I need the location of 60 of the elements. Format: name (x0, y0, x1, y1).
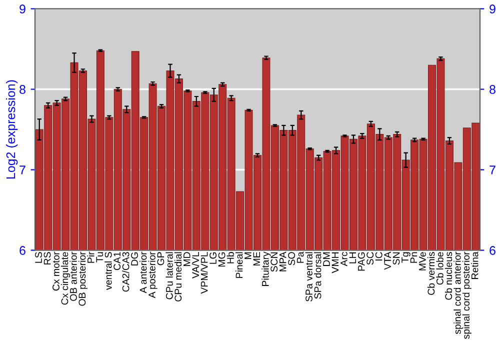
x-tick-label: OB anterior (70, 252, 77, 301)
x-tick-label: SC (366, 252, 374, 265)
x-tick-label: spinal cord anterior (454, 252, 463, 334)
y2-tick-label: 9 (490, 4, 496, 14)
y-tick-label: 8 (20, 85, 26, 94)
y-axis-title: Log2 (expression) (6, 80, 18, 178)
x-tick-label: VA/VL (192, 252, 200, 278)
x-tick-label: PAG (358, 252, 365, 271)
x-tick-label: A posterior (148, 252, 158, 298)
x-tick-label: VMH (332, 252, 339, 274)
x-tick-label: MVe (419, 252, 426, 270)
y-tick-label: 9 (20, 4, 26, 14)
x-tick-label: LH (349, 252, 356, 264)
x-tick-label: Pa (296, 252, 304, 263)
x-tick-label: VPM/VPL (200, 252, 208, 294)
x-tick-label: SN (392, 252, 400, 265)
x-tick-label: Cx motor (52, 252, 60, 291)
y2-tick-label: 8 (490, 85, 496, 94)
x-tick-label: M (244, 252, 252, 259)
x-tick-label: CPu medial (174, 252, 182, 302)
x-tick-label: Hb (226, 252, 234, 264)
x-tick-label: CA2/CA3 (122, 252, 130, 292)
x-tick-label: Cx cingulate (61, 252, 70, 305)
x-tick-label: Pir (87, 252, 94, 263)
x-tick-label: DG (131, 252, 138, 266)
x-tick-label: Tg (402, 252, 410, 263)
x-tick-label: SPa ventral (305, 252, 312, 302)
y-tick-label: 7 (20, 166, 26, 174)
x-tick-label: spinal cord posterior (462, 252, 472, 339)
x-tick-label: Cb vermis (427, 252, 435, 295)
x-tick-label: CA1 (114, 252, 120, 270)
x-tick-label: LS (35, 252, 42, 263)
x-tick-label: Retina (471, 252, 478, 279)
x-tick-label: SO (288, 252, 296, 266)
y2-tick-label: 6 (490, 246, 496, 255)
x-tick-label: Cb nucleus (444, 252, 452, 300)
x-tick-label: ME (253, 252, 260, 266)
x-tick-label: DM (323, 252, 330, 266)
x-tick-label: SPa dorsal (314, 252, 322, 299)
x-tick-label: MD (184, 252, 190, 266)
x-tick-label: Cb lobe (436, 252, 444, 285)
x-tick-label: OB posterior (78, 252, 88, 306)
x-tick-label: CPu lateral (166, 252, 173, 300)
x-tick-label: ventral S (104, 252, 112, 290)
x-tick-label: A anterior (140, 252, 147, 294)
x-tick-label: SCN (270, 252, 278, 272)
x-tick-label: Tu (96, 252, 104, 262)
x-tick-label: Pituitary (262, 252, 271, 286)
x-tick-label: Arc (340, 252, 348, 266)
x-tick-label: VTA (384, 252, 391, 270)
x-tick-label: IC (375, 252, 382, 260)
x-tick-label: GP (157, 252, 164, 266)
y-tick-label: 6 (20, 246, 26, 255)
x-tick-label: LG (210, 252, 216, 264)
x-tick-label: RS (44, 252, 51, 264)
x-tick-label: Pn (410, 252, 418, 263)
y2-tick-label: 7 (490, 166, 496, 174)
x-tick-label: MPA (280, 252, 286, 272)
x-tick-label: MG (218, 252, 226, 266)
x-tick-label: Pineal (236, 252, 243, 278)
